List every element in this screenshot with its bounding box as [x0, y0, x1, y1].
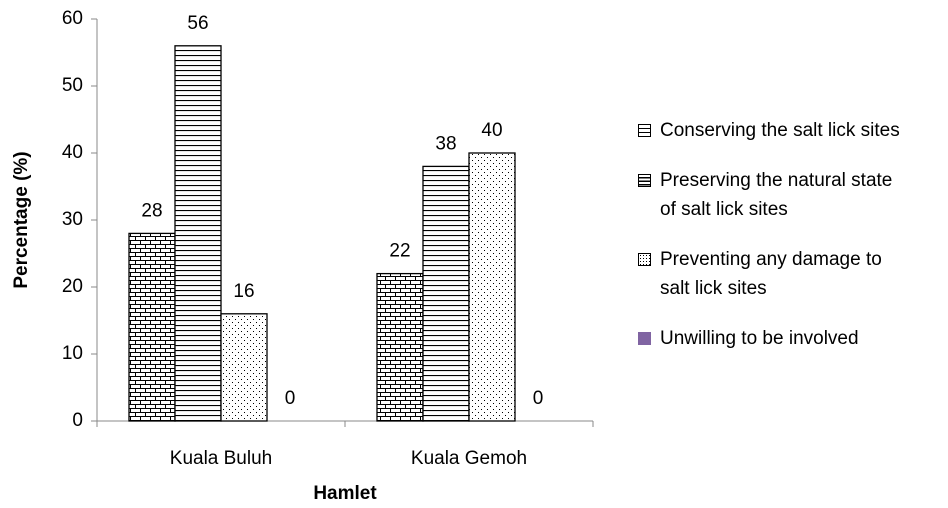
legend-label: Preserving the natural state of salt lic… — [660, 170, 893, 220]
data-label: 56 — [187, 13, 208, 34]
bar — [220, 313, 268, 422]
data-label: 28 — [141, 200, 162, 221]
y-tick-label: 10 — [62, 343, 83, 364]
bar — [422, 165, 470, 422]
x-tick-label: Kuala Buluh — [170, 448, 272, 469]
bar — [128, 232, 176, 422]
y-tick-label: 30 — [62, 209, 83, 230]
bar — [174, 45, 222, 422]
data-label: 0 — [533, 388, 544, 409]
legend-swatch — [638, 332, 651, 345]
legend-swatch — [638, 124, 651, 137]
legend-label: Unwilling to be involved — [660, 328, 859, 349]
bar — [376, 272, 424, 422]
legend: Conserving the salt lick sites Preserving… — [636, 116, 936, 374]
bar — [468, 152, 516, 422]
y-tick-label: 0 — [72, 410, 83, 431]
y-tick-label: 40 — [62, 142, 83, 163]
y-tick-label: 50 — [62, 75, 83, 96]
y-axis-label: Percentage (%) — [11, 151, 32, 288]
data-label: 38 — [435, 133, 456, 154]
legend-swatch — [638, 253, 651, 266]
legend-swatch — [638, 174, 651, 187]
legend-entry: Preserving the natural state of salt lic… — [636, 166, 905, 224]
legend-entry: Unwilling to be involved — [636, 324, 905, 353]
legend-entry: Preventing any damage to salt lick sites — [636, 245, 905, 303]
legend-label: Conserving the salt lick sites — [660, 120, 900, 141]
data-label: 40 — [481, 120, 502, 141]
y-tick-label: 20 — [62, 276, 83, 297]
data-label: 22 — [389, 241, 410, 262]
x-tick-label: Kuala Gemoh — [411, 448, 527, 469]
y-tick-label: 60 — [62, 8, 83, 29]
data-label: 0 — [285, 388, 296, 409]
data-label: 16 — [233, 281, 254, 302]
x-axis-label: Hamlet — [313, 483, 377, 504]
legend-entry: Conserving the salt lick sites — [636, 116, 905, 145]
legend-label: Preventing any damage to salt lick sites — [660, 249, 882, 299]
